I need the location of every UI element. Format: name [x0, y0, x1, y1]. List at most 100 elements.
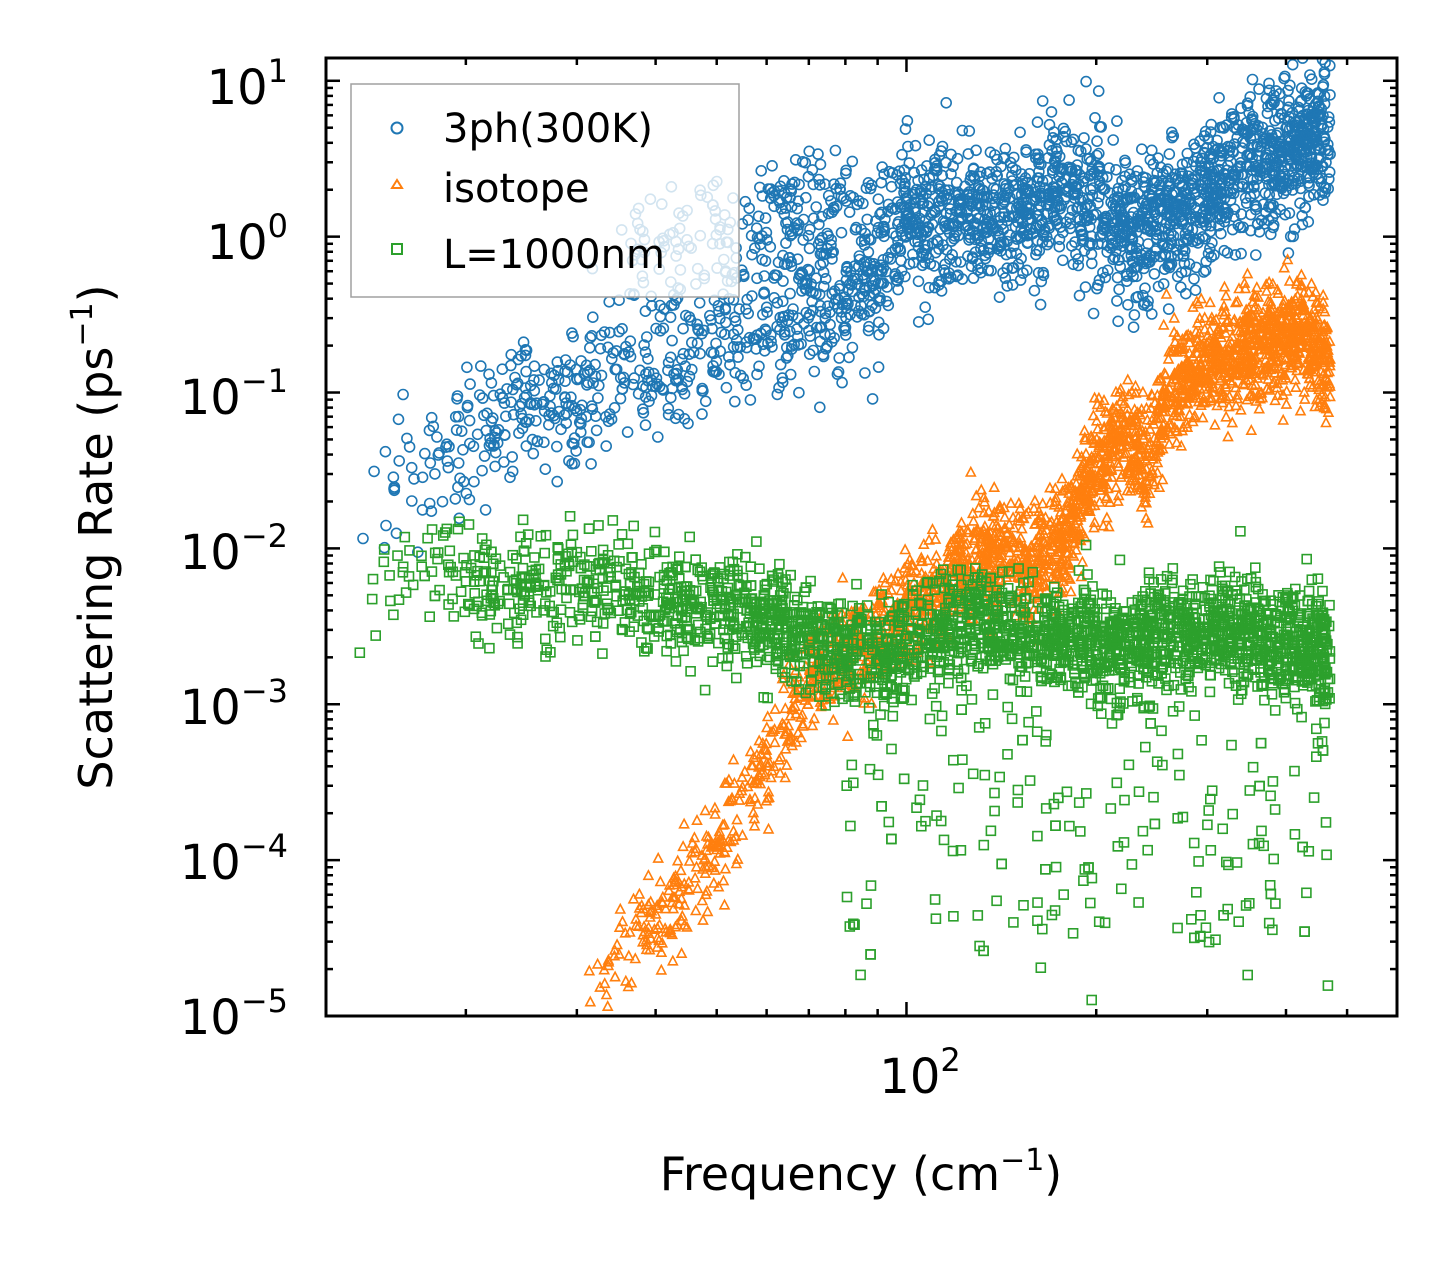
data-point	[634, 364, 646, 377]
data-point	[1200, 255, 1212, 268]
data-point	[654, 299, 666, 312]
data-point	[919, 301, 932, 314]
data-point	[718, 328, 731, 341]
data-point	[766, 186, 779, 199]
data-point	[509, 371, 521, 384]
data-point	[551, 356, 564, 368]
data-point	[1091, 135, 1103, 147]
data-point	[527, 447, 540, 460]
data-point	[872, 361, 885, 373]
data-point	[835, 190, 848, 203]
data-point	[1063, 94, 1075, 106]
data-point	[498, 397, 511, 409]
data-point	[473, 389, 486, 401]
data-point	[638, 339, 650, 351]
data-point	[833, 352, 846, 364]
data-point	[1206, 236, 1218, 249]
data-point	[720, 381, 733, 394]
data-point	[463, 414, 476, 427]
data-point	[752, 210, 765, 223]
data-point	[773, 381, 785, 394]
data-point	[899, 177, 911, 190]
data-point	[819, 272, 832, 285]
data-point	[714, 312, 726, 325]
data-point	[664, 311, 677, 324]
data-point	[1295, 82, 1308, 94]
data-point	[672, 408, 685, 421]
data-point	[940, 97, 953, 109]
data-point	[632, 387, 645, 400]
data-point	[1231, 123, 1243, 136]
data-point	[1001, 280, 1014, 292]
data-point	[605, 413, 618, 426]
data-point	[727, 340, 740, 353]
data-point	[784, 368, 797, 381]
data-point	[520, 440, 533, 452]
data-point	[1092, 197, 1104, 209]
data-point	[713, 305, 725, 318]
data-point	[1248, 179, 1260, 192]
data-point	[463, 437, 476, 450]
data-point	[431, 431, 443, 443]
data-point	[808, 365, 821, 378]
data-point	[813, 401, 826, 414]
data-point	[520, 365, 532, 378]
data-point	[728, 395, 741, 408]
data-point	[1166, 131, 1178, 144]
data-point	[1111, 115, 1123, 127]
data-point	[991, 242, 1004, 255]
data-point	[744, 394, 757, 406]
data-point	[742, 214, 754, 226]
data-point	[1282, 115, 1295, 127]
data-point	[450, 424, 463, 436]
data-point	[664, 391, 677, 404]
data-point	[679, 360, 692, 373]
data-point	[859, 367, 871, 379]
data-point	[602, 415, 615, 428]
data-point	[1103, 162, 1115, 174]
data-point	[1084, 184, 1097, 196]
data-point	[970, 144, 982, 157]
data-point	[1053, 233, 1066, 246]
data-point	[574, 418, 587, 430]
data-point	[776, 295, 789, 308]
data-point	[388, 484, 401, 497]
data-point	[637, 406, 650, 419]
data-point	[835, 226, 848, 239]
data-point	[836, 376, 848, 389]
data-point	[388, 481, 401, 493]
data-point	[1260, 92, 1273, 105]
data-point	[1303, 190, 1315, 203]
data-point	[1180, 202, 1193, 214]
data-point	[1304, 150, 1317, 163]
data-point	[839, 329, 852, 341]
data-point	[581, 436, 594, 449]
data-point	[662, 402, 675, 415]
data-point	[586, 311, 599, 324]
data-point	[1215, 227, 1227, 240]
data-point	[1112, 315, 1124, 328]
data-point	[1057, 254, 1069, 267]
data-point	[464, 378, 476, 390]
data-point	[436, 495, 449, 508]
data-point	[1263, 77, 1275, 90]
data-point	[1137, 176, 1150, 188]
data-point	[1148, 268, 1161, 280]
data-point	[368, 465, 380, 478]
data-point	[1323, 116, 1336, 128]
data-point	[857, 197, 869, 210]
data-point	[442, 461, 455, 474]
data-point	[810, 287, 822, 300]
data-point	[1111, 186, 1124, 198]
data-point	[1264, 198, 1277, 211]
data-point	[707, 365, 719, 378]
data-point	[1171, 270, 1184, 283]
data-point	[1244, 91, 1256, 103]
data-point	[896, 148, 908, 161]
data-point	[780, 352, 793, 364]
data-point	[418, 447, 431, 460]
data-point	[1216, 147, 1228, 159]
data-point	[766, 160, 778, 172]
data-point	[1006, 279, 1019, 291]
data-point	[866, 393, 879, 405]
